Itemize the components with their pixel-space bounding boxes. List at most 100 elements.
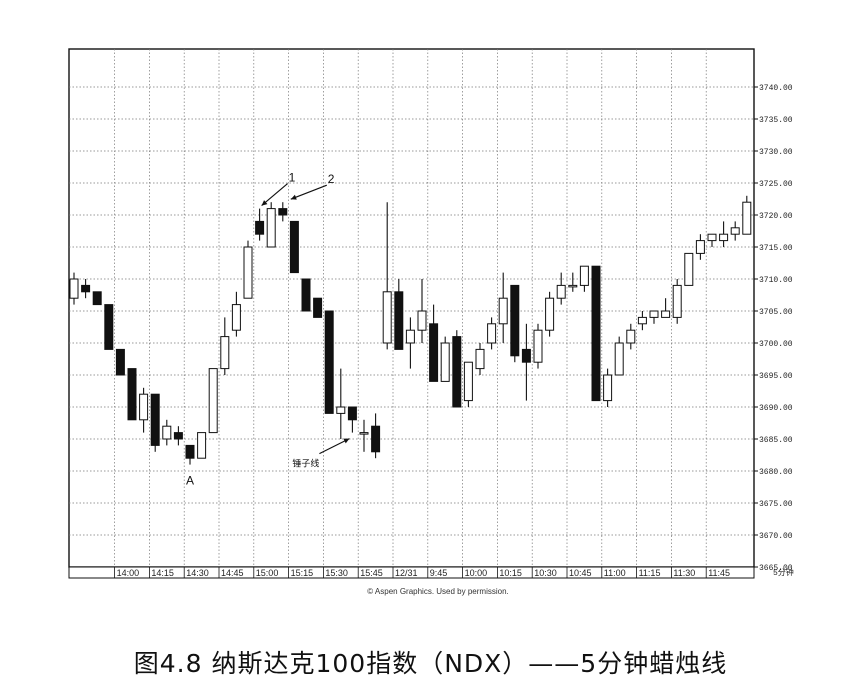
candle-body-bullish (69, 278, 79, 299)
arrow-shaft (319, 438, 350, 455)
candle-body-bullish (661, 310, 671, 318)
annotation-label-2: 2 (328, 172, 335, 186)
x-tick-label: 10:15 (499, 568, 522, 578)
arrow-shaft (261, 183, 288, 207)
candle-body-bearish (394, 291, 404, 350)
annotation-arrow-hammer (319, 438, 350, 455)
figure-caption: 图4.8 纳斯达克100指数（NDX）——5分钟蜡烛线 (133, 649, 728, 678)
candle (672, 279, 682, 324)
candle (521, 323, 531, 401)
x-axis-strip (68, 566, 755, 579)
candle (347, 406, 357, 433)
candle-body-bullish (487, 323, 497, 344)
candle-body-bearish (127, 368, 137, 421)
y-tick-label: 3705.00 (759, 308, 793, 317)
candle-body-bullish (545, 297, 555, 331)
candle-body-bullish (336, 406, 346, 414)
candle-body-bullish (637, 316, 647, 325)
x-tick-label: 10:45 (569, 568, 592, 578)
x-tick-label: 11:15 (639, 568, 661, 578)
candle (231, 291, 241, 337)
candle (313, 297, 323, 318)
candle-body-bullish (475, 348, 485, 370)
candle (162, 419, 172, 446)
candle (510, 284, 520, 363)
candle-body-bullish (197, 432, 207, 459)
candle-body-bullish (208, 368, 218, 434)
candle (92, 291, 102, 306)
candle (475, 343, 485, 375)
y-tick-label: 3680.00 (759, 468, 793, 477)
candle (649, 310, 659, 324)
annotation-label-a: A (186, 474, 194, 488)
x-tick-label: 15:00 (256, 568, 279, 578)
candle-body-bullish (139, 393, 149, 421)
plot-frame (68, 48, 755, 568)
candle (684, 252, 694, 286)
candles (69, 195, 752, 465)
candle-body-bullish (220, 336, 230, 370)
y-tick-label: 3685.00 (759, 436, 793, 445)
grid-lines (69, 49, 754, 567)
candle-body-bullish (556, 284, 566, 299)
candle (742, 195, 752, 235)
candle-body-bullish (266, 208, 276, 248)
candle-body-bullish (742, 201, 752, 235)
y-tick-label: 3670.00 (759, 532, 793, 541)
candle (533, 323, 543, 369)
candle-body-bearish (521, 348, 531, 363)
candle-body-bullish (730, 227, 740, 235)
candle-body-bullish (568, 284, 578, 288)
candle (243, 240, 253, 299)
candle (579, 265, 589, 292)
candle (220, 317, 230, 375)
candle (382, 202, 392, 350)
candle-body-bearish (510, 284, 520, 357)
y-tick-label: 3725.00 (759, 180, 793, 189)
candle (707, 233, 717, 247)
candle (173, 426, 183, 446)
candle-body-bearish (452, 336, 462, 408)
candle (208, 368, 218, 434)
candle-body-bullish (405, 329, 415, 344)
x-tick-label: 12/31 (395, 568, 418, 578)
candle-body-bearish (289, 220, 299, 274)
x-tick-label: 15:45 (360, 568, 383, 578)
candle (359, 419, 369, 452)
x-tick-label: 11:45 (708, 568, 730, 578)
candle-body-bullish (162, 425, 172, 440)
candle (603, 368, 613, 407)
candle-body-bullish (707, 233, 717, 242)
x-tick-label: 10:00 (465, 568, 488, 578)
candle-body-bearish (371, 425, 381, 453)
candle-body-bearish (81, 284, 91, 293)
candle-body-bullish (684, 252, 694, 286)
candle (266, 202, 276, 248)
candle-body-bearish (92, 291, 102, 306)
candle-body-bearish (115, 348, 125, 376)
candle (139, 387, 149, 433)
candle (463, 361, 473, 407)
candle (626, 323, 636, 350)
candle-body-bullish (440, 342, 450, 382)
candle-body-bullish (231, 304, 241, 331)
y-tick-label: 3730.00 (759, 148, 793, 157)
candle-body-bullish (463, 361, 473, 402)
candle-body-bullish (498, 297, 508, 325)
candle (278, 202, 288, 222)
candle (568, 272, 578, 292)
candle (637, 311, 647, 331)
candle-body-bullish (243, 246, 253, 299)
annotations: 1 2 A 锤子线 (186, 171, 350, 488)
candle (324, 310, 334, 414)
x-tick-label: 11:00 (604, 568, 626, 578)
x-tick-label: 14:00 (117, 568, 140, 578)
arrow-head (343, 438, 350, 444)
candle-body-bearish (255, 220, 265, 235)
y-tick-label: 3675.00 (759, 500, 793, 509)
candle (150, 393, 160, 452)
candle-body-bearish (347, 406, 357, 421)
image-credit: © Aspen Graphics. Used by permission. (367, 587, 509, 596)
candle (127, 368, 137, 421)
annotation-label-hammer: 锤子线 (292, 458, 319, 470)
